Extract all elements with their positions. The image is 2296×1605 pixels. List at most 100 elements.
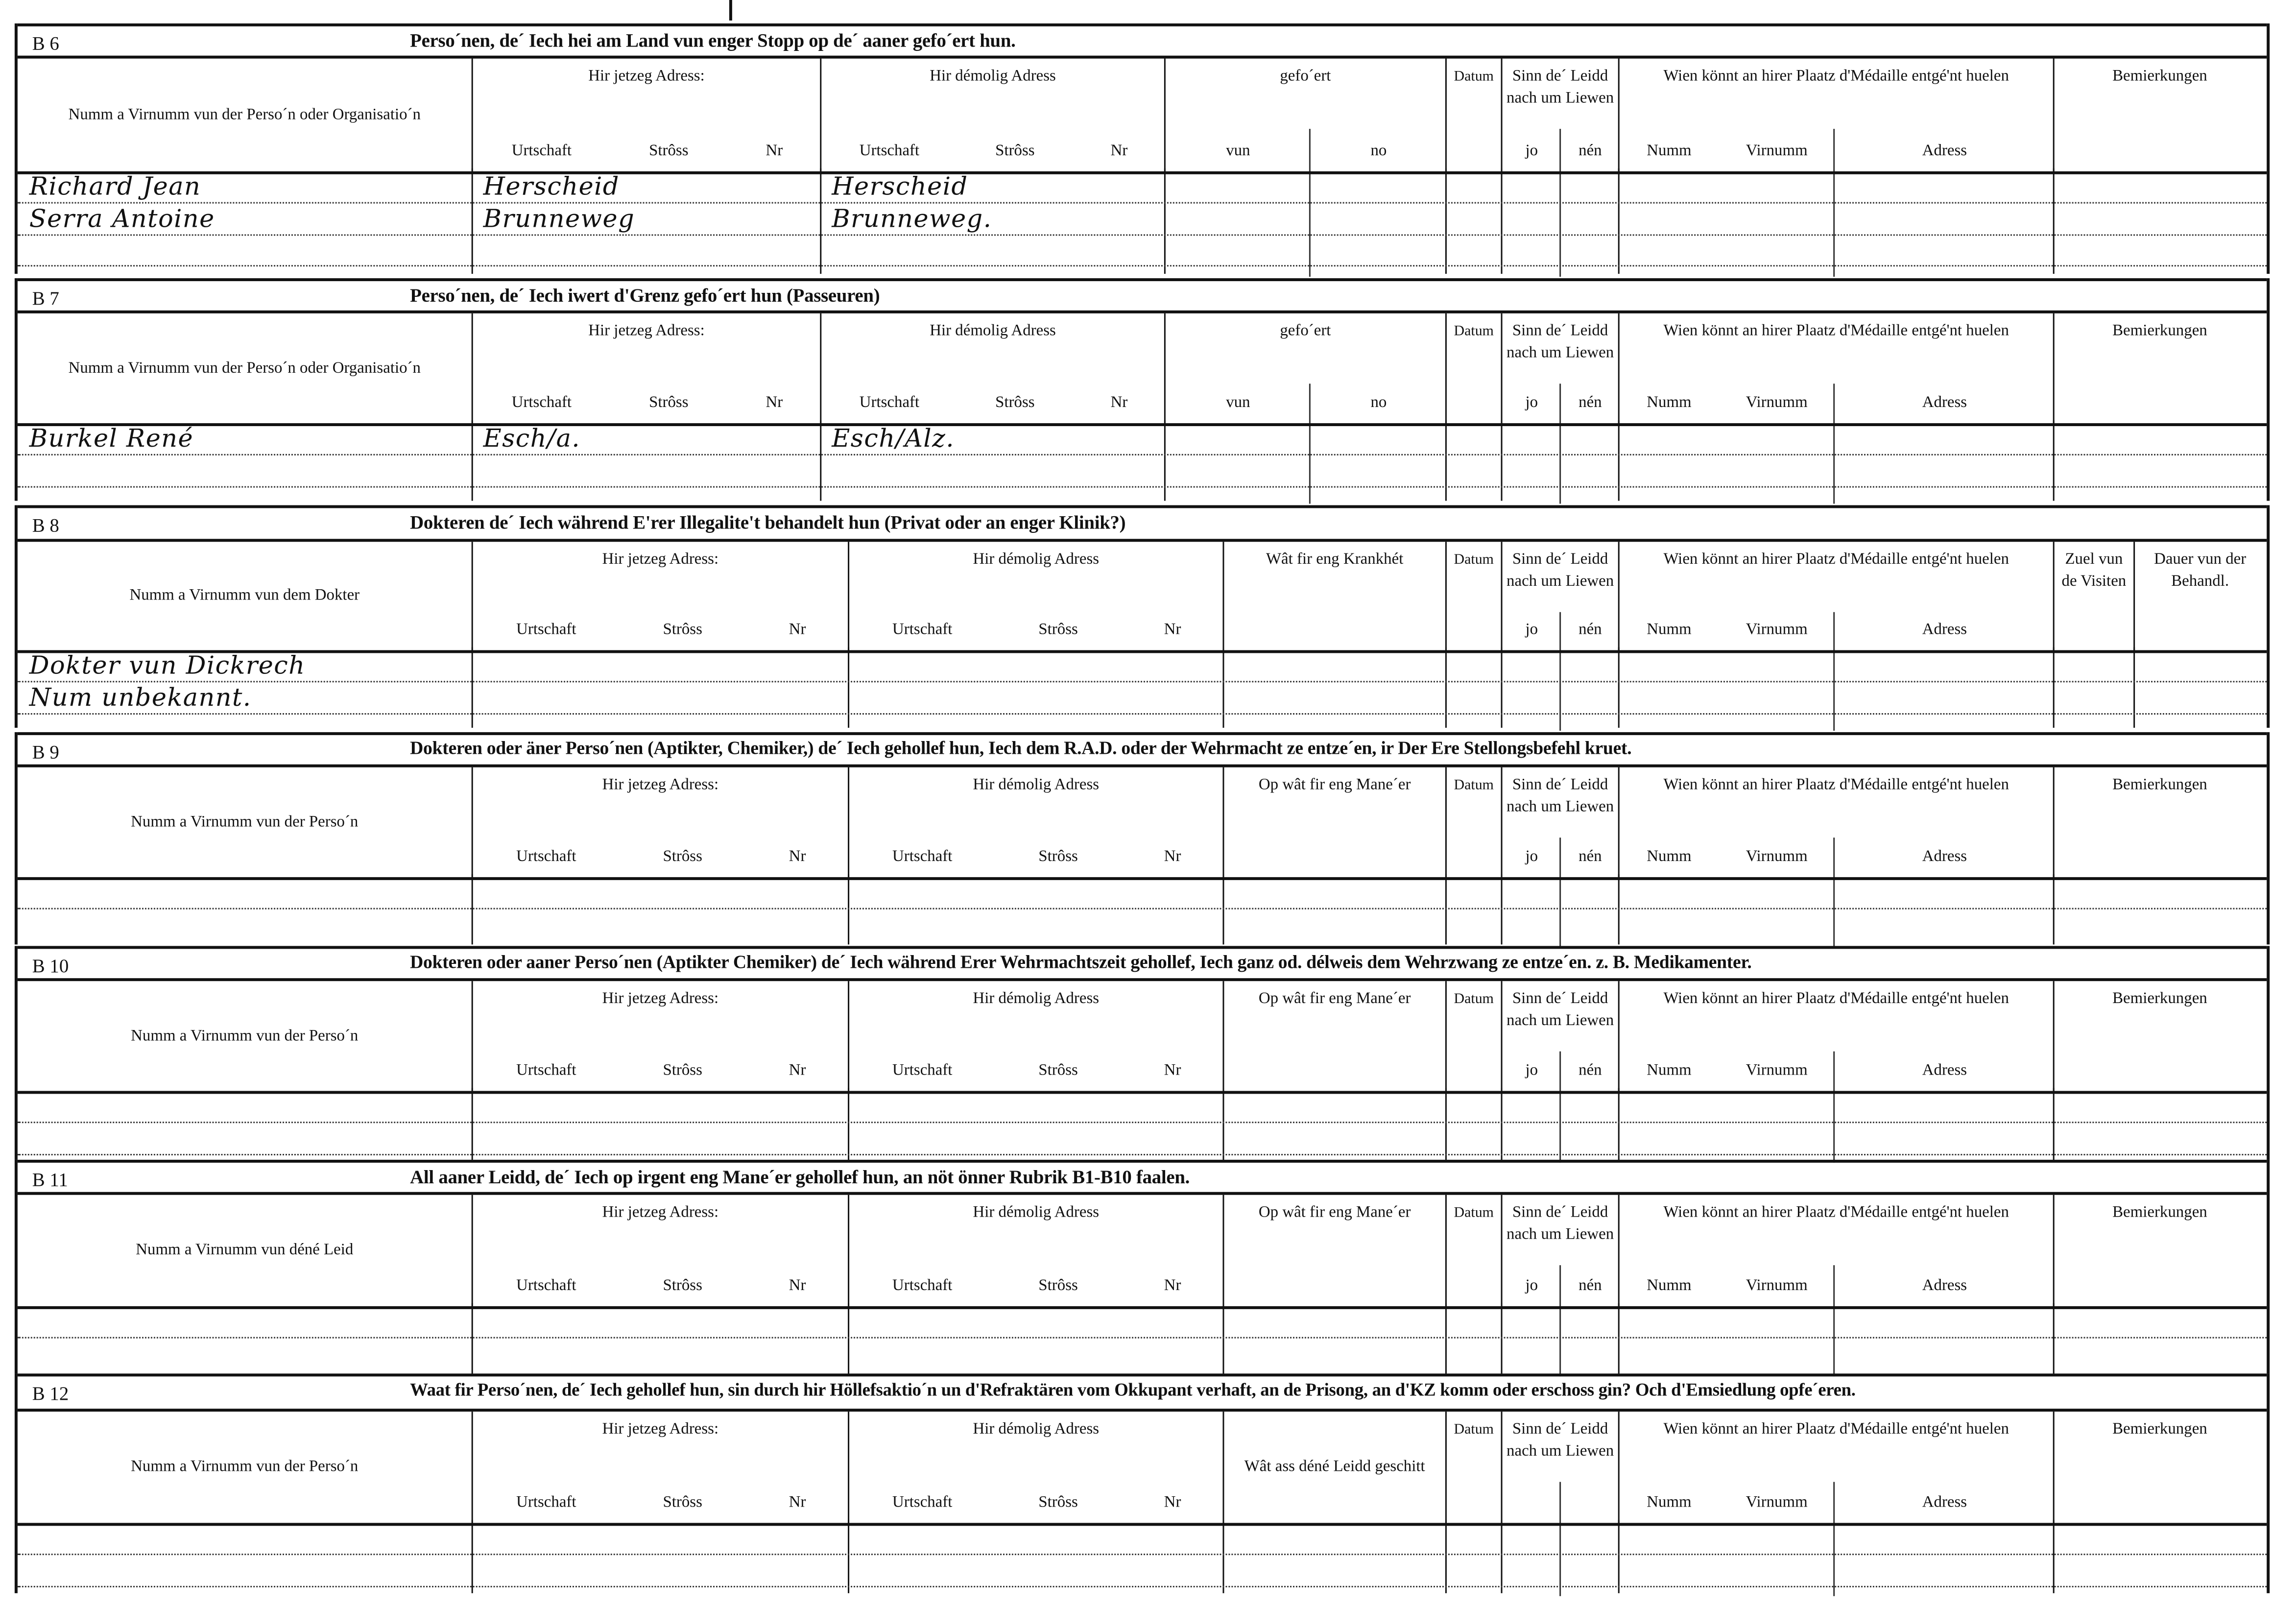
column-label: Numm a Virnumm vun déné Leid [136, 1241, 354, 1259]
handwritten-entry[interactable]: Num unbekannt. [29, 683, 252, 713]
dotted-entry-line [17, 712, 2267, 714]
handwritten-entry[interactable]: Burkel René [29, 425, 194, 454]
column-label: Op wât fir eng Mane´er [1258, 990, 1411, 1007]
column-divider [1618, 647, 1620, 728]
section-data-area [17, 1523, 2267, 1593]
column-label: Hir jetzeg Adress: [602, 990, 719, 1007]
column-sublabels: Urtschaft Strôss Nr [849, 1494, 1224, 1511]
column-label: Hir jetzeg Adress: [602, 551, 719, 569]
column-label: Op wât fir eng Mane´er [1258, 1203, 1411, 1222]
column-sublabels: nén [1561, 1277, 1620, 1294]
handwritten-entry[interactable]: Dokter vun Dickrech [29, 651, 306, 681]
column-sublabels: no [1311, 394, 1447, 411]
column-divider [1445, 874, 1447, 945]
column-sublabel: Strôss [663, 848, 702, 865]
column-sublabels: Urtschaft Strôss Nr [473, 621, 849, 639]
column-sublabel: vun [1226, 142, 1250, 160]
handwritten-entry[interactable]: Esch/Alz. [832, 425, 955, 454]
section-b9: B 9 Dokteren oder äner Perso´nen (Aptikte… [14, 732, 2270, 948]
column-label: Datum [1454, 69, 1494, 85]
column-sublabel: Strôss [1038, 848, 1078, 865]
column-divider [2053, 168, 2055, 274]
column-sublabels: Adress [1835, 848, 2054, 865]
column-sublabels: vun [1166, 142, 1311, 160]
column-label: Hir démolig Adress [973, 1203, 1100, 1222]
column-sublabel: Nr [789, 1277, 806, 1294]
handwritten-entry[interactable]: Richard Jean [29, 172, 201, 202]
column-label: Bemierkungen [2112, 67, 2207, 85]
column-sublabels: jo [1503, 848, 1561, 865]
column-sublabel: Urtschaft [892, 1493, 953, 1511]
column-divider [1618, 420, 1620, 501]
column-divider [471, 420, 473, 501]
column-label: Wien könnt an hirer Plaatz d'Médaille en… [1663, 322, 2009, 340]
column-sublabels: Urtschaft Strôss Nr [473, 142, 822, 160]
column-subdivider [1833, 1051, 1835, 1163]
column-sublabel: jo [1525, 394, 1538, 412]
column-sublabel: jo [1525, 142, 1538, 160]
column-header: Datum [1445, 981, 1501, 1091]
section-title: Dokteren oder aaner Perso´nen (Aptikter … [410, 952, 1752, 973]
column-label: Bemierkungen [2112, 1203, 2207, 1222]
column-header: Numm a Virnumm vun déné Leid [18, 1195, 472, 1306]
column-sublabels: Numm Virnumm [1620, 1062, 1835, 1079]
column-header: Hir jetzeg Adress: Urtschaft Strôss Nr [471, 1412, 848, 1523]
handwritten-entry[interactable]: Brunneweg [483, 204, 635, 234]
section-header-row: Numm a Virnumm vun dem Dokter Hir jetzeg … [17, 539, 2267, 653]
handwritten-entry[interactable]: Brunneweg. [832, 204, 992, 234]
column-sublabel: Numm [1647, 1277, 1692, 1294]
column-sublabels: Urtschaft Strôss Nr [821, 394, 1166, 411]
column-divider [1501, 1520, 1503, 1593]
column-sublabel: Virnumm [1746, 142, 1808, 160]
column-sublabel: jo [1525, 621, 1538, 639]
column-header: Datum [1445, 1195, 1501, 1306]
column-sublabel: Nr [1164, 1493, 1181, 1511]
column-label: Sinn de´ Leidd nach um Liewen [1507, 1420, 1614, 1460]
column-divider [471, 647, 473, 728]
column-header: Hir jetzeg Adress: Urtschaft Strôss Nr [471, 767, 848, 877]
dotted-entry-line [17, 908, 2267, 910]
column-header: Bemierkungen [2053, 313, 2266, 424]
column-subdivider [1559, 383, 1561, 504]
column-divider [848, 647, 850, 728]
column-label: Hir jetzeg Adress: [588, 67, 705, 85]
column-sublabel: Nr [789, 621, 806, 639]
section-code: B 12 [32, 1382, 69, 1405]
column-sublabel: Numm [1647, 1061, 1692, 1079]
column-divider [1445, 168, 1447, 274]
column-sublabels: Numm Virnumm [1620, 1494, 1835, 1511]
column-sublabel: Urtschaft [511, 394, 572, 412]
column-label: Datum [1454, 1422, 1494, 1438]
column-header: Hir jetzeg Adress: Urtschaft Strôss Nr [471, 313, 820, 424]
column-sublabel: Adress [1922, 394, 1967, 412]
column-sublabel: Nr [1164, 1277, 1181, 1294]
column-header: Sinn de´ Leidd nach um Liewen jo nén [1501, 313, 1618, 424]
column-label: Datum [1454, 1205, 1494, 1222]
column-label: Sinn de´ Leidd nach um Liewen [1507, 990, 1614, 1030]
handwritten-entry[interactable]: Herscheid [483, 172, 620, 202]
column-header: Datum [1445, 58, 1501, 171]
column-divider [1445, 420, 1447, 501]
handwritten-entry[interactable]: Herscheid [832, 172, 968, 202]
section-data-area [17, 877, 2267, 945]
column-sublabels: Numm Virnumm [1620, 848, 1835, 865]
column-divider [471, 874, 473, 945]
section-title: Dokteren de´ Iech während E'rer Illegali… [410, 511, 1126, 533]
column-label: Hir jetzeg Adress: [602, 776, 719, 794]
column-sublabels: nén [1561, 848, 1620, 865]
column-divider [1445, 647, 1447, 728]
column-header: Hir démolig Adress Urtschaft Strôss Nr [848, 981, 1222, 1091]
column-header: Wien könnt an hirer Plaatz d'Médaille en… [1618, 313, 2053, 424]
handwritten-entry[interactable]: Serra Antoine [29, 204, 215, 234]
column-label: Wât fir eng Krankhét [1266, 551, 1404, 569]
column-label: Wien könnt an hirer Plaatz d'Médaille en… [1663, 1203, 2009, 1222]
column-label: Hir démolig Adress [930, 67, 1056, 85]
column-sublabels: Adress [1835, 142, 2054, 160]
handwritten-entry[interactable]: Esch/a. [483, 425, 581, 454]
section-data-area: Dokter vun Dickrech Num unbekannt. [17, 650, 2267, 727]
section-code: B 9 [32, 741, 59, 763]
section-header-row: Numm a Virnumm vun der Perso´n oder Orga… [17, 310, 2267, 427]
column-sublabel: Virnumm [1746, 394, 1808, 412]
column-sublabel: Nr [1110, 394, 1128, 412]
column-divider [848, 874, 850, 945]
